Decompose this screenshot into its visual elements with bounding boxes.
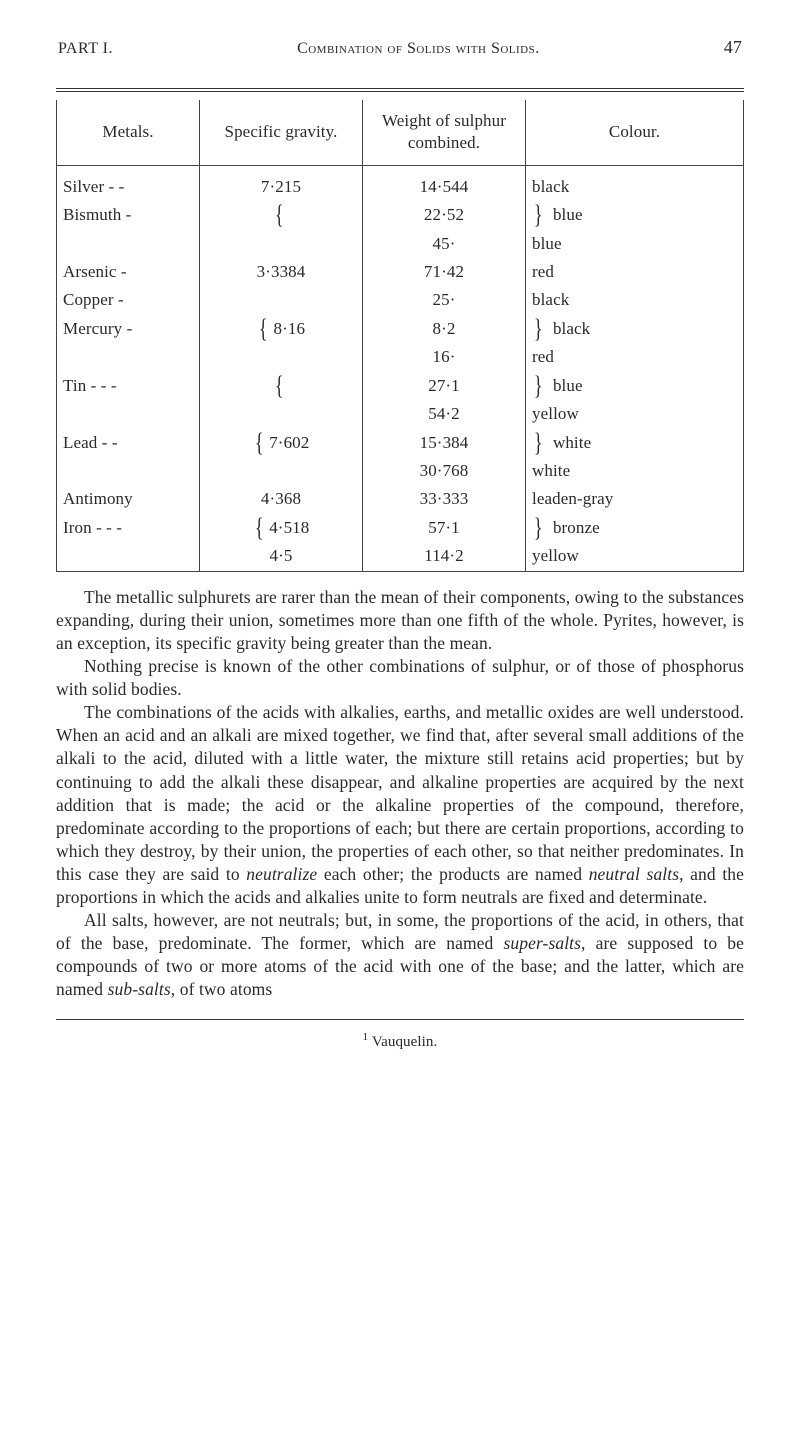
cell-specific-gravity: 7·215 xyxy=(200,165,363,201)
cell-colour: } blue xyxy=(526,372,744,400)
cell-specific-gravity: { xyxy=(200,201,363,229)
table-row: Tin - - -{27·1} blue xyxy=(57,372,744,400)
sulphurets-table: Metals. Specific gravity. Weight of sulp… xyxy=(56,100,744,572)
cell-metal xyxy=(57,400,200,428)
cell-weight: 25· xyxy=(363,286,526,314)
cell-colour: } white xyxy=(526,429,744,457)
cell-metal: Arsenic - xyxy=(57,258,200,286)
table-row: Antimony4·36833·333 leaden-gray xyxy=(57,485,744,513)
cell-metal: Mercury - xyxy=(57,315,200,343)
cell-colour: black xyxy=(526,165,744,201)
th-weight: Weight of sulphur combined. xyxy=(363,100,526,165)
paragraph-1: The metallic sulphurets are rarer than t… xyxy=(56,586,744,655)
cell-colour: white xyxy=(526,457,744,485)
cell-weight: 54·2 xyxy=(363,400,526,428)
cell-specific-gravity: 4·5 xyxy=(200,542,363,571)
cell-colour: red xyxy=(526,258,744,286)
cell-specific-gravity: {4·518 xyxy=(200,514,363,542)
cell-weight: 15·384 xyxy=(363,429,526,457)
cell-colour: yellow xyxy=(526,542,744,571)
th-colour: Colour. xyxy=(526,100,744,165)
cell-specific-gravity: { xyxy=(200,372,363,400)
cell-metal: Antimony xyxy=(57,485,200,513)
cell-weight: 57·1 xyxy=(363,514,526,542)
table-row: Bismuth -{22·52} blue xyxy=(57,201,744,229)
cell-weight: 14·544 xyxy=(363,165,526,201)
table-row: 30·768 white xyxy=(57,457,744,485)
cell-colour: yellow xyxy=(526,400,744,428)
cell-metal: Copper - xyxy=(57,286,200,314)
table-row: 54·2 yellow xyxy=(57,400,744,428)
paragraph-2: Nothing precise is known of the other co… xyxy=(56,655,744,701)
cell-metal xyxy=(57,230,200,258)
rule-top-thick xyxy=(56,88,744,89)
cell-specific-gravity: 3·3384 xyxy=(200,258,363,286)
cell-weight: 71·42 xyxy=(363,258,526,286)
table-row: Mercury -{8·168·2} black xyxy=(57,315,744,343)
cell-colour: } blue xyxy=(526,201,744,229)
cell-colour: black xyxy=(526,286,744,314)
cell-specific-gravity: {8·16 xyxy=(200,315,363,343)
cell-weight: 22·52 xyxy=(363,201,526,229)
cell-metal: Lead - - xyxy=(57,429,200,457)
cell-metal: Iron - - - xyxy=(57,514,200,542)
running-head-page: 47 xyxy=(724,36,742,60)
cell-metal xyxy=(57,457,200,485)
footnote-rule xyxy=(56,1019,744,1020)
table-row: 45· blue xyxy=(57,230,744,258)
footnote-text: Vauquelin. xyxy=(372,1034,438,1050)
table-row: Lead - -{7·60215·384} white xyxy=(57,429,744,457)
cell-metal: Silver - - xyxy=(57,165,200,201)
cell-colour: leaden-gray xyxy=(526,485,744,513)
cell-specific-gravity xyxy=(200,457,363,485)
cell-weight: 114·2 xyxy=(363,542,526,571)
running-head-part: PART I. xyxy=(58,38,113,59)
cell-metal xyxy=(57,542,200,571)
cell-weight: 27·1 xyxy=(363,372,526,400)
cell-specific-gravity: {7·602 xyxy=(200,429,363,457)
table-row: 4·5114·2 yellow xyxy=(57,542,744,571)
cell-specific-gravity xyxy=(200,343,363,371)
cell-weight: 33·333 xyxy=(363,485,526,513)
cell-metal: Bismuth - xyxy=(57,201,200,229)
cell-weight: 16· xyxy=(363,343,526,371)
cell-colour: } black xyxy=(526,315,744,343)
cell-specific-gravity xyxy=(200,400,363,428)
cell-weight: 45· xyxy=(363,230,526,258)
cell-specific-gravity xyxy=(200,230,363,258)
table-row: Silver - -7·21514·544 black xyxy=(57,165,744,201)
paragraph-4: All salts, however, are not neutrals; bu… xyxy=(56,909,744,1001)
cell-weight: 30·768 xyxy=(363,457,526,485)
running-head-title: Combination of Solids with Solids. xyxy=(113,38,724,59)
th-sg: Specific gravity. xyxy=(200,100,363,165)
footnote: 1 Vauquelin. xyxy=(56,1030,744,1053)
cell-metal xyxy=(57,343,200,371)
table-row: Arsenic -3·338471·42 red xyxy=(57,258,744,286)
cell-colour: blue xyxy=(526,230,744,258)
table-row: Copper - 25· black xyxy=(57,286,744,314)
running-head: PART I. Combination of Solids with Solid… xyxy=(56,36,744,60)
cell-weight: 8·2 xyxy=(363,315,526,343)
cell-colour: } bronze xyxy=(526,514,744,542)
paragraph-3: The combinations of the acids with alkal… xyxy=(56,701,744,909)
cell-specific-gravity: 4·368 xyxy=(200,485,363,513)
table-row: 16· red xyxy=(57,343,744,371)
cell-colour: red xyxy=(526,343,744,371)
footnote-marker: 1 xyxy=(363,1031,369,1043)
cell-metal: Tin - - - xyxy=(57,372,200,400)
cell-specific-gravity xyxy=(200,286,363,314)
table-row: Iron - - -{4·51857·1} bronze xyxy=(57,514,744,542)
rule-top-thin xyxy=(56,91,744,92)
th-metals: Metals. xyxy=(57,100,200,165)
